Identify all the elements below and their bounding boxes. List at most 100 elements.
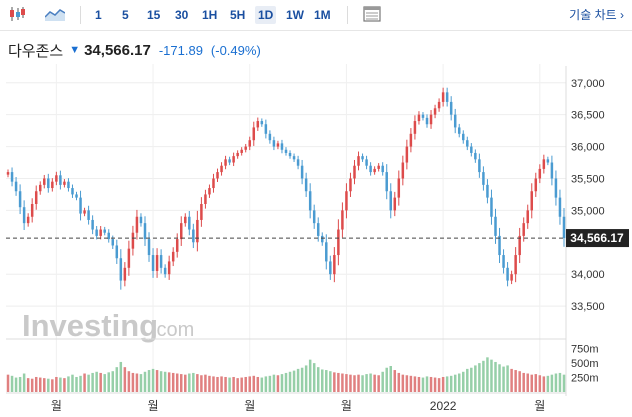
volume-bar xyxy=(316,367,320,392)
volume-bar xyxy=(466,368,469,392)
candle-body xyxy=(83,210,86,214)
volume-bar xyxy=(373,374,376,392)
candle-body xyxy=(292,156,296,160)
volume-bar xyxy=(546,375,550,392)
interval-15[interactable]: 15 xyxy=(147,8,161,22)
candle-body xyxy=(248,140,251,147)
volume-bar xyxy=(514,370,517,392)
interval-1d[interactable]: 1D xyxy=(255,6,277,24)
candle-body xyxy=(304,178,308,192)
volume-bar xyxy=(296,368,300,392)
candle-body xyxy=(554,178,558,198)
volume-bar xyxy=(256,376,260,392)
interval-1[interactable]: 1 xyxy=(95,8,102,22)
volume-bar xyxy=(554,373,558,392)
volume-bar xyxy=(369,373,372,392)
candle-body xyxy=(369,165,372,173)
volume-bar xyxy=(212,376,215,392)
candle-body xyxy=(99,229,102,236)
candle-body xyxy=(312,210,316,224)
candle-body xyxy=(474,152,477,160)
candle-body xyxy=(510,274,513,281)
interval-5h[interactable]: 5H xyxy=(230,8,246,22)
volume-bar xyxy=(143,371,147,392)
candle-body xyxy=(159,255,163,268)
volume-bar xyxy=(163,371,167,392)
candle-body xyxy=(79,197,82,214)
interval-30[interactable]: 30 xyxy=(175,8,189,22)
candle-body xyxy=(325,242,328,262)
volume-bar xyxy=(457,373,461,392)
candle-body xyxy=(264,124,268,134)
area-chart-icon[interactable] xyxy=(44,5,66,23)
volume-bar xyxy=(79,375,82,392)
volume-bar xyxy=(151,368,155,392)
candle-body xyxy=(546,159,550,163)
candle-body xyxy=(175,239,179,252)
y-tick-label: 35,500 xyxy=(571,173,605,185)
x-tick-label: 월 xyxy=(341,399,352,413)
candle-body xyxy=(425,117,429,125)
volume-bar xyxy=(312,363,316,392)
candle-body xyxy=(107,232,110,240)
candle-body xyxy=(357,156,360,166)
interval-5[interactable]: 5 xyxy=(122,8,129,22)
volume-bar xyxy=(59,377,62,392)
candle-body xyxy=(147,239,151,256)
volume-bar xyxy=(542,376,546,392)
candle-body xyxy=(67,181,70,189)
volume-bar xyxy=(502,366,505,392)
volume-bar xyxy=(71,374,74,392)
volume-bar xyxy=(67,376,70,392)
volume-bar xyxy=(99,372,102,392)
table-icon[interactable] xyxy=(361,5,383,23)
candle-body xyxy=(43,178,46,185)
candle-body xyxy=(268,133,272,141)
candle-body xyxy=(542,159,546,169)
volume-bar xyxy=(192,372,195,392)
volume-bar xyxy=(75,376,78,392)
interval-1m[interactable]: 1M xyxy=(314,8,331,22)
volume-bar xyxy=(228,377,231,392)
volume-bar xyxy=(506,365,509,392)
volume-bar xyxy=(453,374,457,392)
volume-bar xyxy=(26,378,30,392)
candle-body xyxy=(494,216,497,236)
interval-1w[interactable]: 1W xyxy=(286,8,304,22)
chart-toolbar: 1 5 15 30 1H 5H 1D 1W 1M 기술 차트 › xyxy=(0,0,632,31)
volume-bar xyxy=(159,371,163,392)
volume-bar xyxy=(449,375,453,392)
volume-bar xyxy=(437,378,441,392)
candle-body xyxy=(534,178,538,192)
interval-1h[interactable]: 1H xyxy=(202,8,218,22)
volume-tick-label: 750m xyxy=(571,344,599,356)
candle-body xyxy=(38,184,42,192)
candle-body xyxy=(256,121,260,128)
volume-bar xyxy=(131,372,135,392)
volume-bar xyxy=(494,361,497,392)
candlestick-icon[interactable] xyxy=(6,5,28,23)
volume-bar xyxy=(115,367,119,392)
candle-body xyxy=(135,216,139,233)
x-tick-label: 2022 xyxy=(430,399,457,413)
volume-bar xyxy=(248,376,251,392)
volume-bar xyxy=(558,372,562,392)
price-change-percent: (-0.49%) xyxy=(210,42,261,58)
volume-bar xyxy=(341,373,344,392)
candle-body xyxy=(466,140,469,147)
candle-body xyxy=(103,229,106,233)
candle-body xyxy=(18,191,22,208)
candle-body xyxy=(22,207,26,224)
technical-chart-link[interactable]: 기술 차트 › xyxy=(569,8,624,22)
volume-bar xyxy=(184,374,187,392)
x-tick-label: 월 xyxy=(148,399,159,413)
volume-bar xyxy=(107,372,110,392)
candle-body xyxy=(437,101,441,109)
volume-bar xyxy=(389,366,392,392)
volume-bar xyxy=(429,376,433,392)
candle-body xyxy=(337,229,340,256)
volume-bar xyxy=(171,372,175,392)
volume-bar xyxy=(83,373,86,392)
volume-bar xyxy=(280,374,284,392)
